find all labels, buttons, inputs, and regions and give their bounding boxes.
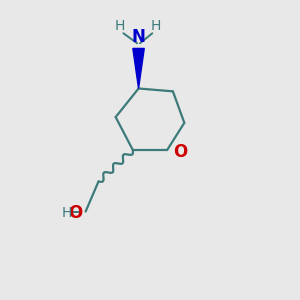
Text: O: O bbox=[173, 143, 188, 161]
Text: H: H bbox=[151, 19, 161, 33]
Text: O: O bbox=[68, 204, 83, 222]
Text: H: H bbox=[115, 19, 125, 33]
Text: H: H bbox=[62, 206, 72, 220]
Polygon shape bbox=[133, 48, 144, 88]
Text: N: N bbox=[132, 28, 145, 46]
